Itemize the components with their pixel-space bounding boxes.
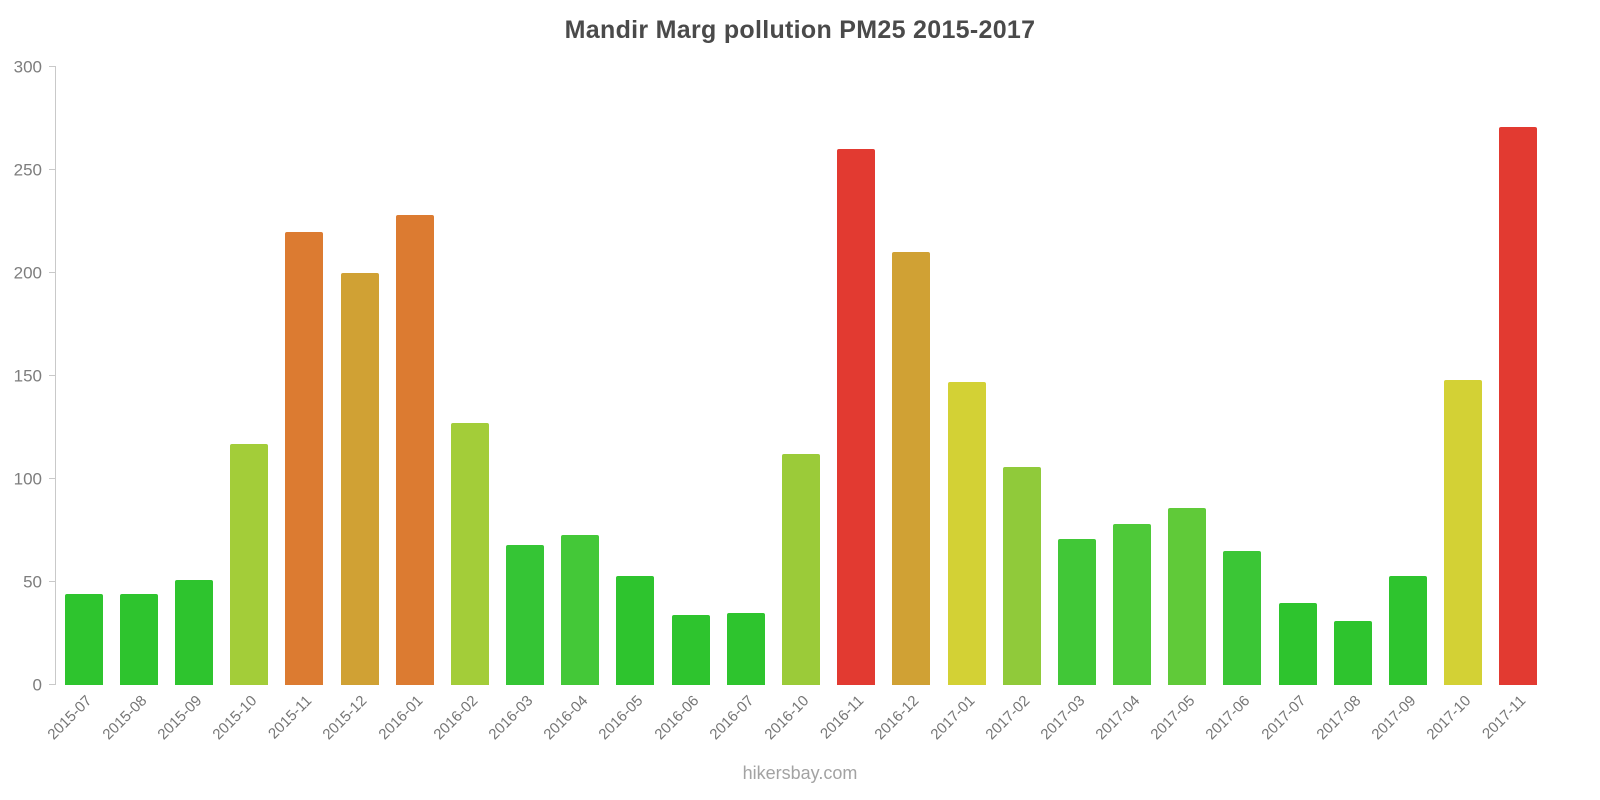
x-axis-label: 2017-06 <box>1202 692 1254 744</box>
bar-2017-11 <box>1499 126 1538 685</box>
x-axis-label: 2017-02 <box>982 692 1034 744</box>
bar-2016-05 <box>616 575 655 685</box>
x-axis-label: 2016-01 <box>375 692 427 744</box>
bar-2016-03 <box>506 544 545 685</box>
x-axis-label: 2017-11 <box>1479 692 1530 743</box>
x-axis-label: 2016-04 <box>540 692 592 744</box>
y-axis-label: 250 <box>13 160 42 180</box>
bar-2016-01 <box>395 215 434 685</box>
y-axis-label: 150 <box>13 366 42 386</box>
bar-2017-05 <box>1168 507 1207 685</box>
bar-2017-06 <box>1223 551 1262 685</box>
y-axis-tick <box>49 272 56 273</box>
bar-2016-12 <box>892 252 931 685</box>
x-axis-label: 2017-05 <box>1147 692 1199 744</box>
y-axis-tick <box>49 581 56 582</box>
x-axis-label: 2017-07 <box>1258 692 1309 744</box>
y-axis-tick <box>49 66 56 67</box>
x-axis-label: 2017-10 <box>1423 692 1475 744</box>
bar-2017-07 <box>1278 602 1317 685</box>
y-axis-tick <box>49 169 56 170</box>
x-axis-label: 2015-12 <box>319 692 371 744</box>
x-axis-label: 2016-10 <box>761 692 813 744</box>
x-axis-label: 2017-08 <box>1313 692 1365 744</box>
x-axis-label: 2016-03 <box>485 692 537 744</box>
bar-2016-10 <box>782 454 820 685</box>
x-axis-label: 2017-01 <box>926 692 978 744</box>
y-axis-label: 100 <box>13 469 42 489</box>
y-axis-label: 200 <box>13 263 42 283</box>
x-axis-label: 2016-06 <box>650 692 702 744</box>
bar-2016-06 <box>671 614 710 685</box>
bar-2015-10 <box>230 443 269 685</box>
y-axis-label: 300 <box>13 57 42 77</box>
x-axis-label: 2016-07 <box>706 692 758 744</box>
x-axis-label: 2015-07 <box>43 692 95 744</box>
y-axis-label: 0 <box>32 675 42 695</box>
bar-2016-04 <box>561 534 600 685</box>
bar-2016-07 <box>726 612 765 685</box>
bar-2016-02 <box>450 423 489 685</box>
x-axis-label: 2015-09 <box>154 692 206 744</box>
bar-2017-10 <box>1444 380 1483 685</box>
bar-2017-03 <box>1057 538 1096 685</box>
bar-2016-11 <box>837 149 876 685</box>
bar-2017-02 <box>1002 466 1041 685</box>
bar-2015-08 <box>119 594 158 685</box>
x-axis-label: 2015-10 <box>209 692 261 744</box>
x-axis-label: 2017-04 <box>1092 692 1144 744</box>
x-axis-label: 2016-12 <box>871 692 923 744</box>
y-axis-label: 50 <box>23 572 42 592</box>
y-axis-tick <box>49 375 56 376</box>
watermark-hikersbay: hikersbay.com <box>742 763 858 783</box>
y-axis-tick <box>49 478 56 479</box>
x-axis-label: 2016-11 <box>817 692 868 743</box>
bar-2017-01 <box>947 382 986 685</box>
bar-2015-11 <box>285 231 324 685</box>
bar-2015-12 <box>340 273 379 685</box>
x-axis-label: 2015-08 <box>99 692 151 744</box>
x-axis-label: 2017-09 <box>1368 692 1420 744</box>
x-axis-label: 2016-02 <box>430 692 482 744</box>
bar-2017-09 <box>1389 575 1428 685</box>
x-axis-label: 2016-05 <box>595 692 647 744</box>
chart-title: Mandir Marg pollution PM25 2015-2017 <box>564 16 1036 44</box>
bar-2015-09 <box>174 579 213 685</box>
bar-2017-08 <box>1333 621 1372 685</box>
x-axis-label: 2015-11 <box>265 692 316 743</box>
bar-2015-07 <box>64 594 103 685</box>
bar-chart-plot-area: 0 50 100 150 200 250 300 2015-07 2015-08 2015-09 2… <box>14 59 1546 743</box>
x-axis-label: 2017-03 <box>1037 692 1089 744</box>
y-axis-tick <box>49 684 56 685</box>
bar-2017-04 <box>1113 524 1152 685</box>
